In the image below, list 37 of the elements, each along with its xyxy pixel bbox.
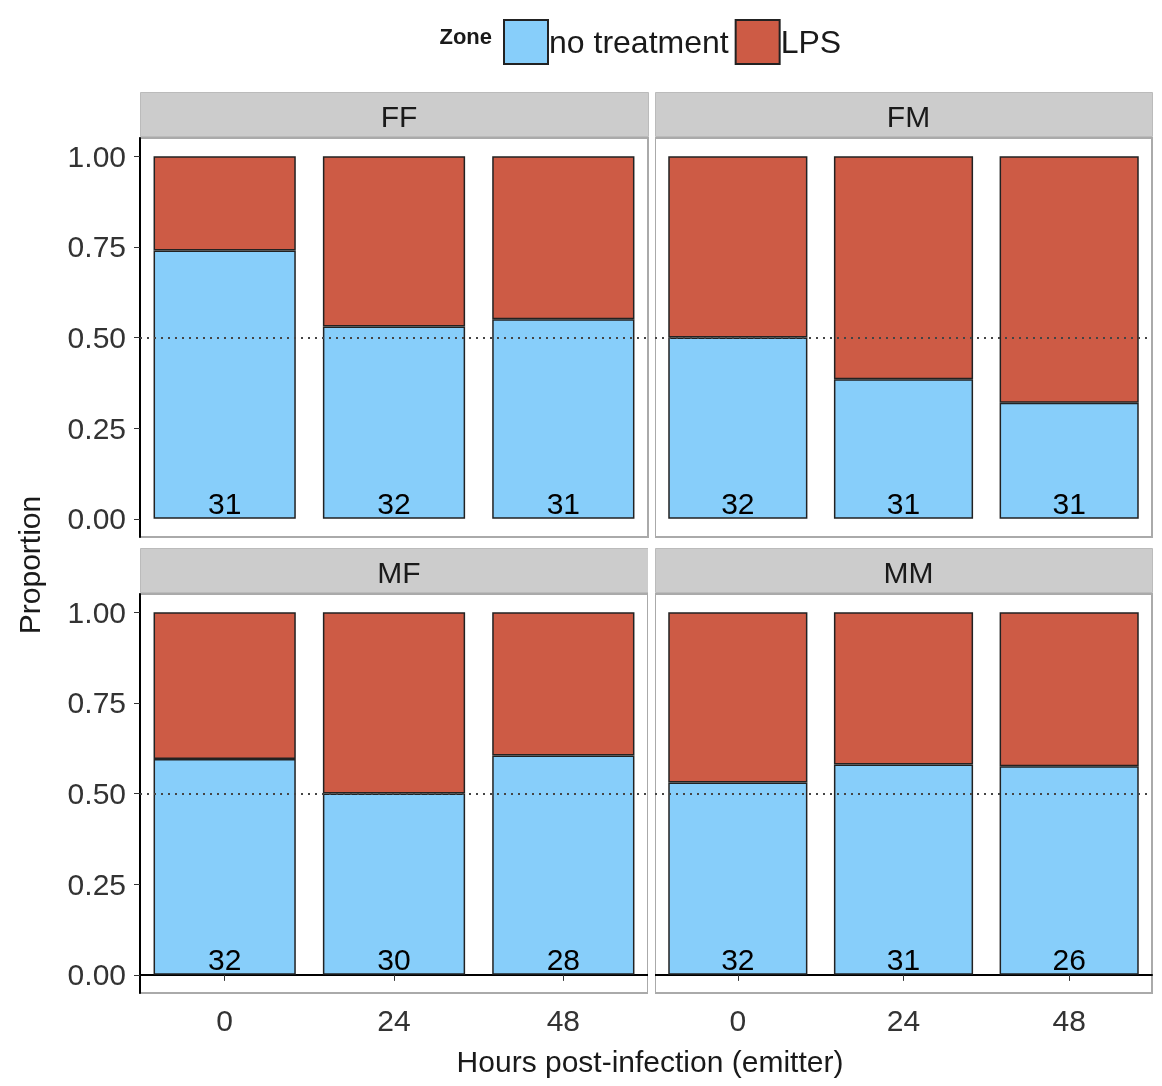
x-axis-title: Hours post-infection (emitter) (456, 1045, 844, 1079)
annotation: 31 (886, 486, 921, 520)
legend-title: Zone (439, 23, 493, 49)
x-tick-label: 0 (216, 1003, 234, 1037)
annotation: 32 (377, 486, 411, 520)
y-tick-label: 0.75 (67, 686, 126, 720)
annotation: 32 (207, 942, 242, 976)
y-tick-label: 0.00 (67, 502, 126, 536)
y-tick-label: 0.25 (67, 411, 126, 445)
x-tick-label: 0 (729, 1003, 747, 1037)
y-axis-title: Proportion (13, 495, 47, 635)
x-tick-label: 24 (377, 1003, 411, 1037)
annotation: 26 (1052, 942, 1086, 976)
y-tick-label: 0.50 (67, 321, 126, 354)
y-tick-label: 0.50 (67, 777, 126, 810)
annotation: 31 (546, 486, 581, 520)
x-tick-label: 24 (886, 1003, 921, 1037)
x-tick-label: 48 (1052, 1003, 1086, 1037)
annotation: 31 (1052, 486, 1086, 520)
chart-title: FM (886, 99, 931, 133)
chart-title: MM (883, 555, 934, 589)
legend-label: LPS (780, 24, 842, 60)
y-tick-label: 0.00 (67, 958, 126, 992)
y-tick-label: 0.75 (67, 230, 126, 264)
annotation: 28 (546, 942, 581, 976)
annotation: 31 (886, 942, 921, 976)
y-tick-label: 1.00 (67, 595, 126, 629)
annotation: 30 (377, 942, 411, 976)
y-tick-label: 1.00 (67, 139, 126, 173)
chart-title: MF (377, 555, 421, 589)
legend-label: no treatment (549, 24, 729, 60)
annotation: 32 (721, 942, 755, 976)
x-tick-label: 48 (546, 1003, 581, 1037)
y-tick-label: 0.25 (67, 867, 126, 901)
annotation: 31 (207, 486, 242, 520)
annotation: 32 (721, 486, 755, 520)
chart-title: FF (380, 99, 418, 133)
